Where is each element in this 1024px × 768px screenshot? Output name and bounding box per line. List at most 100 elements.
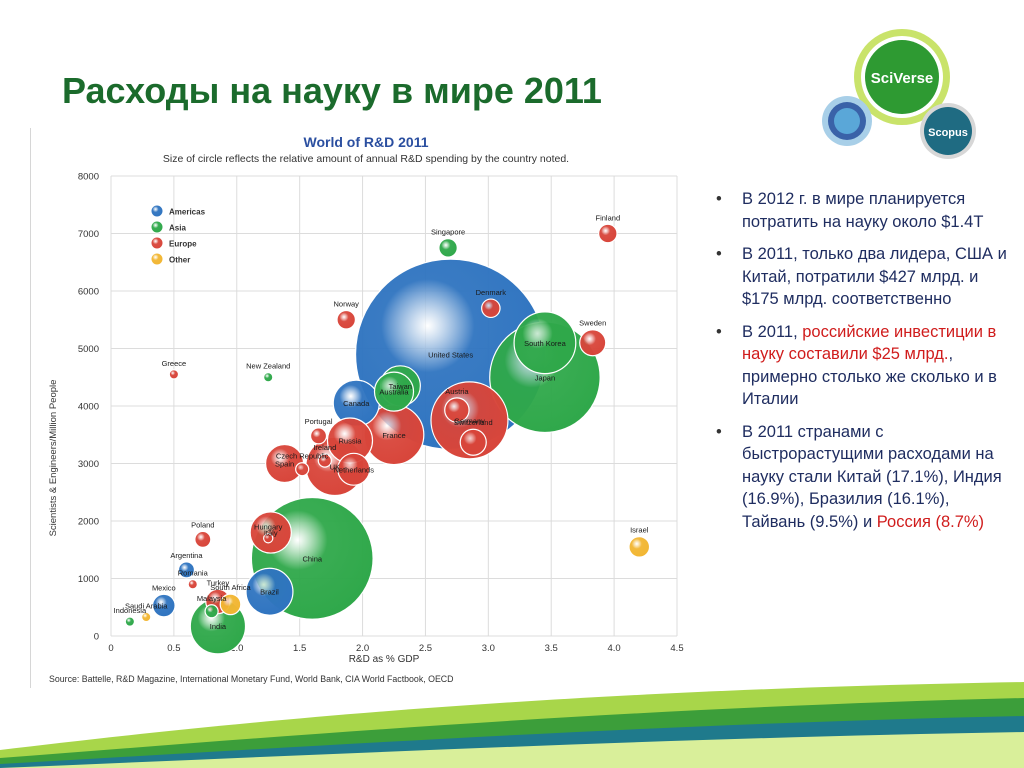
- highlight-text: Россия (8.7%): [876, 512, 985, 531]
- bubble-label: Greece: [162, 359, 187, 368]
- rd-bubble-chart: World of R&D 2011 Size of circle reflect…: [30, 128, 691, 688]
- bubble-south-korea: [513, 311, 577, 375]
- bubble-label: Poland: [191, 520, 214, 529]
- bubble-label: New Zealand: [246, 362, 290, 371]
- x-tick-label: 4.0: [608, 643, 621, 654]
- bubble-label: Germany: [454, 416, 485, 425]
- sciverse-logo-text: SciVerse: [871, 70, 934, 87]
- bubble-label: Austria: [445, 387, 469, 396]
- bubble-new-zealand: [263, 372, 274, 383]
- bubble-label: Czech Republic: [276, 452, 329, 461]
- bubble-greece: [168, 369, 180, 380]
- bubble-israel: [628, 535, 651, 558]
- bullet-item: В 2011, только два лидера, США и Китай, …: [716, 243, 1016, 311]
- highlight-text: российские инвестиции в науку составили …: [742, 322, 997, 364]
- y-tick-label: 0: [94, 632, 99, 643]
- bubble-label: Ireland: [313, 443, 336, 452]
- bullet-text: В 2011,: [742, 322, 803, 341]
- bubble-label: Turkey: [207, 578, 230, 587]
- decorative-swoosh: [0, 680, 1024, 768]
- x-tick-label: 3.0: [482, 643, 495, 654]
- bubble-label: Singapore: [431, 228, 465, 237]
- bubble-label: Indonesia: [114, 606, 147, 615]
- bubble-finland: [598, 223, 618, 244]
- legend-label: Europe: [169, 240, 197, 249]
- x-tick-label: 4.5: [670, 643, 683, 654]
- bubble-label: Russia: [339, 437, 363, 446]
- legend-marker: [150, 220, 164, 234]
- bubble-sweden: [579, 329, 607, 357]
- y-tick-label: 6000: [78, 287, 99, 298]
- bullet-item: В 2012 г. в мире планируется потратить н…: [716, 188, 1016, 233]
- scopus-logo-text: Scopus: [928, 127, 968, 139]
- bubble-label: Taiwan: [389, 382, 412, 391]
- bubble-label: India: [210, 622, 227, 631]
- bubble-label: Sweden: [579, 319, 606, 328]
- bubble-label: Romania: [178, 569, 209, 578]
- bubble-saudi-arabia: [141, 611, 152, 623]
- bubble-south-africa: [219, 593, 242, 616]
- y-tick-label: 8000: [78, 172, 99, 183]
- legend-label: Asia: [169, 224, 186, 233]
- bubble-italy: [249, 511, 292, 554]
- x-tick-label: 3.5: [545, 643, 558, 654]
- bubble-label: Israel: [630, 526, 649, 535]
- y-tick-label: 2000: [78, 517, 99, 528]
- bubble-label: UK: [330, 462, 340, 471]
- bubble-brazil: [245, 567, 294, 616]
- x-tick-label: 2.0: [356, 643, 369, 654]
- legend-label: Other: [169, 256, 190, 265]
- bubble-label: Italy: [264, 529, 278, 538]
- bubble-label: Saudi Arabia: [125, 601, 168, 610]
- chart-source: Source: Battelle, R&D Magazine, Internat…: [49, 674, 454, 684]
- bubble-label: Denmark: [476, 288, 507, 297]
- bubble-czech-republic: [295, 462, 310, 477]
- x-axis-label: R&D as % GDP: [349, 654, 420, 665]
- bubble-portugal: [309, 427, 328, 445]
- bubble-malaysia: [204, 604, 219, 619]
- legend-label: Americas: [169, 208, 206, 217]
- x-tick-label: 2.5: [419, 643, 432, 654]
- y-tick-label: 1000: [78, 574, 99, 585]
- bubble-label: Portugal: [305, 417, 333, 426]
- bubble-norway: [336, 309, 357, 330]
- chart-title: World of R&D 2011: [304, 134, 429, 150]
- bubble-ireland: [317, 453, 332, 468]
- y-tick-label: 3000: [78, 459, 99, 470]
- bubble-label: Switzerland: [454, 418, 493, 427]
- bubble-mexico: [151, 593, 176, 618]
- bubble-label: Japan: [535, 373, 555, 382]
- bubble-label: Norway: [333, 300, 359, 309]
- bubble-label: Hungary: [254, 523, 283, 532]
- sciverse-logo: SciVerse Scopus: [815, 25, 1015, 175]
- bubble-hungary: [263, 533, 274, 544]
- x-tick-label: 0: [108, 643, 113, 654]
- y-tick-label: 5000: [78, 344, 99, 355]
- x-tick-label: 0.5: [167, 643, 180, 654]
- chart-subtitle: Size of circle reflects the relative amo…: [163, 153, 569, 165]
- x-tick-label: 1.5: [293, 643, 306, 654]
- y-axis-label: Scientists & Engineers/Million People: [48, 380, 59, 537]
- bullet-text: В 2011, только два лидера, США и Китай, …: [742, 245, 1007, 308]
- legend-marker: [150, 252, 164, 266]
- bubble-denmark: [481, 298, 501, 319]
- x-tick-label: 1.0: [230, 643, 243, 654]
- bullet-text: В 2011 странами с быстрорастущими расход…: [742, 422, 1002, 531]
- legend-marker: [150, 236, 164, 250]
- bubble-label: Spain: [275, 460, 294, 469]
- bubble-label: South Africa: [210, 583, 251, 592]
- bubble-label: France: [382, 431, 405, 440]
- bubble-austria: [444, 397, 470, 423]
- bubble-australia: [373, 371, 415, 412]
- bubble-argentina: [177, 561, 196, 579]
- legend-marker: [150, 204, 164, 218]
- bubble-label: Malaysia: [197, 594, 227, 603]
- bubble-label: Mexico: [152, 583, 176, 592]
- bubble-label: China: [302, 554, 322, 563]
- bullet-text: , примерно столько же сколько и в Италии: [742, 345, 997, 408]
- bubble-poland: [194, 530, 212, 548]
- bubble-label: United States: [428, 350, 473, 359]
- bubble-label: Netherlands: [334, 465, 375, 474]
- bubble-netherlands: [337, 452, 371, 486]
- bubble-label: Argentina: [170, 551, 203, 560]
